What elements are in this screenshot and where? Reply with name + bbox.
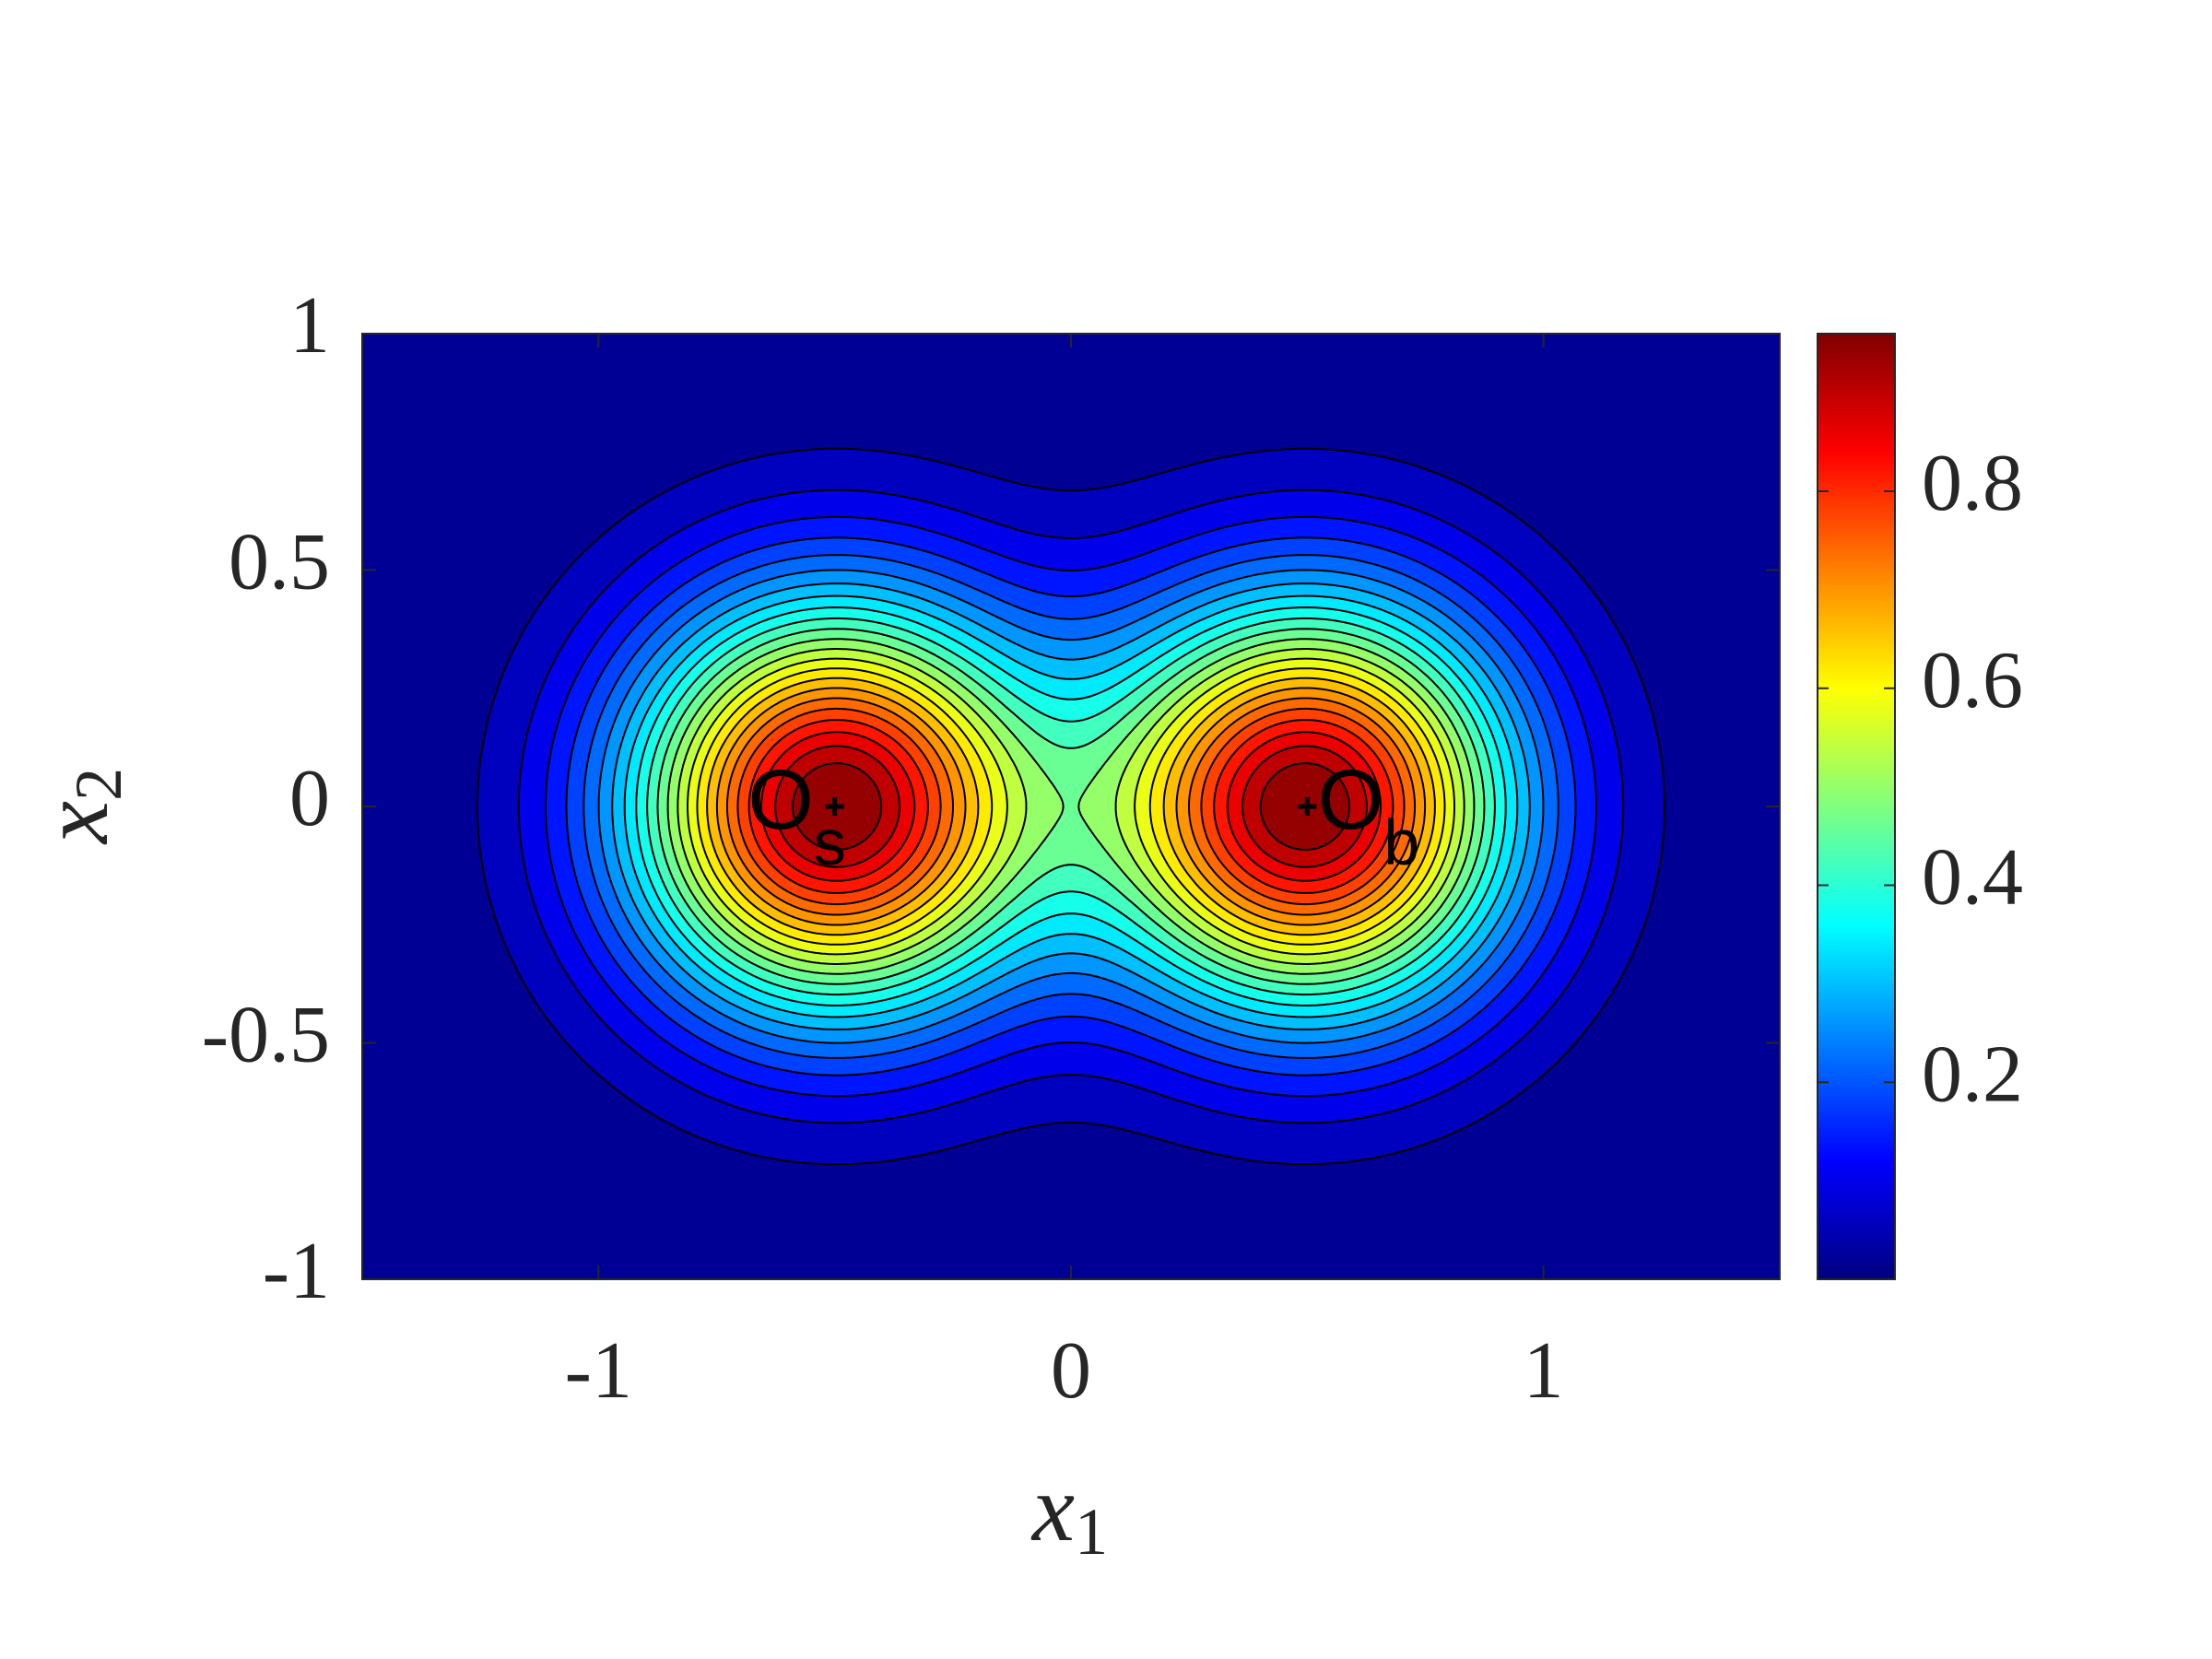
y-tick-label: -0.5	[202, 991, 330, 1080]
annotation: Os	[747, 753, 846, 878]
x-tick-label: 1	[1524, 1326, 1564, 1416]
y-tick-label: 0.5	[229, 518, 330, 607]
x-label-subscript: 1	[1075, 1495, 1108, 1569]
y-axis-label: x2	[22, 768, 135, 845]
colorbar-tick-label: 0.4	[1922, 833, 2023, 923]
colorbar	[1817, 333, 1896, 1280]
x-label-text: x	[1030, 1455, 1075, 1561]
x-axis-label: x1	[1030, 1455, 1108, 1569]
y-tick-label: 0	[289, 754, 330, 843]
x-tick-label: -1	[565, 1326, 632, 1416]
colorbar-tick-label: 0.8	[1922, 439, 2023, 528]
annotation-subscript: s	[814, 806, 846, 878]
contour-band	[747, 719, 1394, 894]
annotation: Ob	[1318, 753, 1420, 878]
y-tick-label: -1	[263, 1227, 330, 1316]
y-label-subscript: 2	[62, 768, 135, 801]
x-tick-label: 0	[1051, 1326, 1091, 1416]
annotation-subscript: b	[1383, 806, 1419, 878]
annotation-text: O	[1318, 753, 1384, 847]
colorbar-tick-label: 0.2	[1922, 1030, 2023, 1119]
y-label-text: x	[22, 801, 128, 845]
contour-band	[791, 762, 1351, 851]
contour-band	[774, 745, 1368, 868]
plot-area	[362, 334, 1780, 1279]
annotation-text: O	[747, 753, 814, 847]
y-tick-label: 1	[289, 281, 330, 371]
colorbar-tick-label: 0.6	[1922, 636, 2023, 725]
peak-marker	[1298, 797, 1317, 816]
peak-marker	[825, 797, 844, 816]
